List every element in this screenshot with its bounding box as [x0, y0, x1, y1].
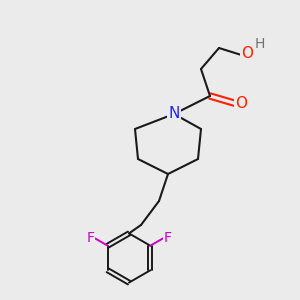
- Text: H: H: [254, 37, 265, 50]
- Text: O: O: [235, 96, 247, 111]
- Text: F: F: [86, 231, 94, 245]
- Text: N: N: [168, 106, 180, 122]
- Text: F: F: [164, 231, 172, 245]
- Text: O: O: [242, 46, 254, 62]
